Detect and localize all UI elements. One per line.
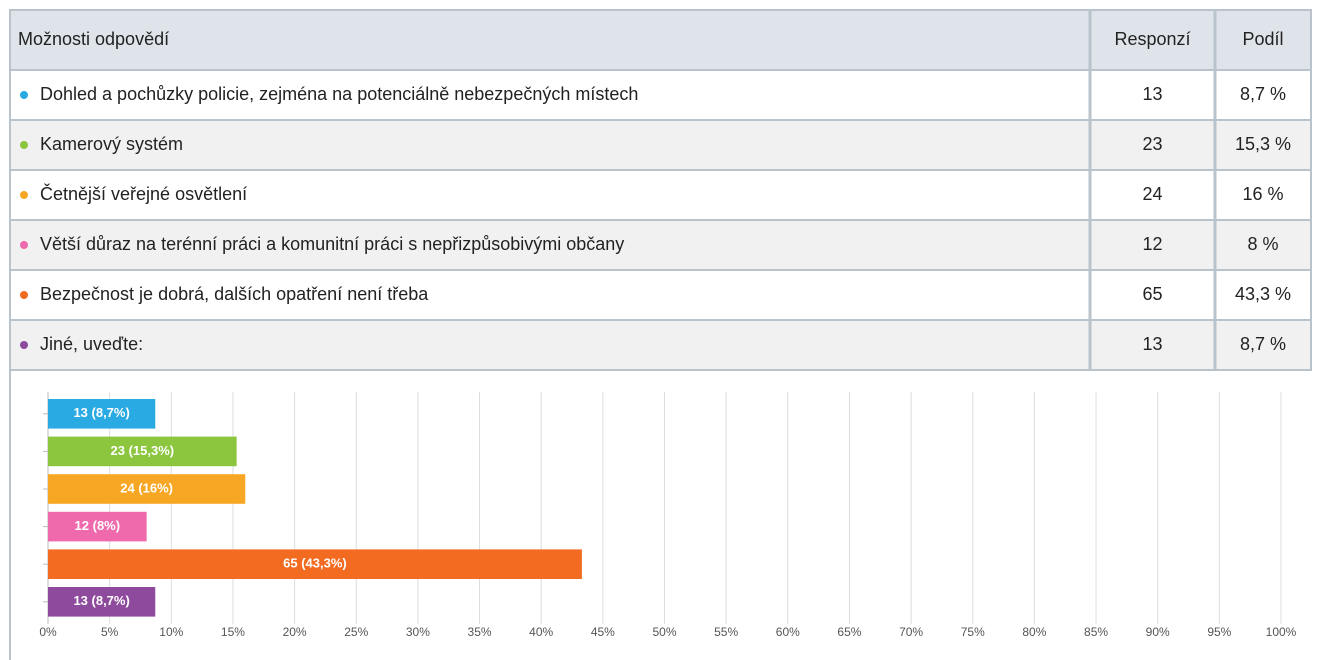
bar (48, 511, 147, 542)
row-bg (10, 320, 1311, 370)
row-bg (10, 70, 1311, 120)
x-tick-label: 15% (221, 625, 245, 639)
bar-label: 13 (8,7%) (73, 405, 129, 420)
cell: 16 % (1242, 184, 1283, 204)
x-tick-label: 35% (468, 625, 492, 639)
x-tick-label: 30% (406, 625, 430, 639)
x-tick-label: 80% (1022, 625, 1046, 639)
x-tick-label: 10% (159, 625, 183, 639)
x-tick-label: 60% (776, 625, 800, 639)
bar (48, 436, 237, 467)
bar-label: 12 (8%) (75, 518, 121, 533)
bullet (20, 91, 28, 99)
bar (48, 549, 582, 579)
x-tick-label: 45% (591, 625, 615, 639)
cell: 65 (1142, 284, 1162, 304)
x-tick-label: 100% (1266, 625, 1297, 639)
bar-label: 24 (16%) (120, 480, 173, 495)
x-tick-label: 70% (899, 625, 923, 639)
cell: 15,3 % (1235, 134, 1291, 154)
x-tick-label: 55% (714, 625, 738, 639)
row-bg (10, 120, 1311, 170)
cell: 8,7 % (1240, 334, 1286, 354)
cell: Větší důraz na terénní práci a komunitní… (40, 234, 624, 254)
header-cell: Podíl (1242, 29, 1283, 49)
x-tick-label: 95% (1207, 625, 1231, 639)
cell: Četnější veřejné osvětlení (40, 183, 247, 204)
row-bg (10, 220, 1311, 270)
cell: Bezpečnost je dobrá, dalších opatření ne… (40, 284, 429, 304)
x-tick-label: 90% (1146, 625, 1170, 639)
bullet (20, 191, 28, 199)
bullet (20, 291, 28, 299)
bar-label: 65 (43,3%) (283, 556, 347, 571)
bullet (20, 141, 28, 149)
cell: 24 (1142, 184, 1162, 204)
x-tick-label: 65% (837, 625, 861, 639)
row-bg (10, 270, 1311, 320)
x-tick-label: 40% (529, 625, 553, 639)
cell: Jiné, uveďte: (40, 334, 143, 354)
cell: 23 (1142, 134, 1162, 154)
x-tick-label: 50% (652, 625, 676, 639)
cell: 13 (1142, 334, 1162, 354)
x-tick-label: 75% (961, 625, 985, 639)
bar (48, 399, 156, 429)
cell: 43,3 % (1235, 284, 1291, 304)
header-bg (10, 10, 1311, 70)
x-tick-label: 5% (101, 625, 119, 639)
cell: 8 % (1247, 234, 1278, 254)
cell: Dohled a pochůzky policie, zejména na po… (40, 84, 638, 104)
header-cell: Responzí (1114, 29, 1190, 49)
bar (48, 587, 156, 617)
x-tick-label: 20% (283, 625, 307, 639)
cell: Kamerový systém (40, 134, 183, 154)
cell: 12 (1142, 234, 1162, 254)
x-tick-label: 25% (344, 625, 368, 639)
bullet (20, 341, 28, 349)
cell: 13 (1142, 84, 1162, 104)
row-bg (10, 170, 1311, 220)
bar (48, 474, 246, 504)
cell: 8,7 % (1240, 84, 1286, 104)
bar-label: 13 (8,7%) (73, 593, 129, 608)
bar-label: 23 (15,3%) (111, 443, 175, 458)
x-tick-label: 0% (39, 625, 57, 639)
x-tick-label: 85% (1084, 625, 1108, 639)
bullet (20, 241, 28, 249)
header-cell: Možnosti odpovědí (18, 29, 169, 49)
